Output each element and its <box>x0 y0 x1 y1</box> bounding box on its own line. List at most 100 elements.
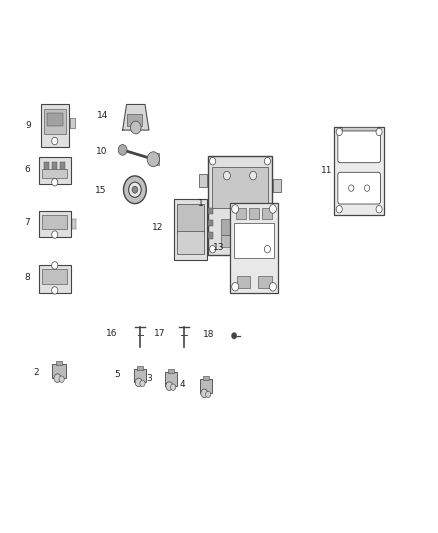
Bar <box>235 235 246 247</box>
Bar <box>342 127 377 133</box>
Bar <box>127 114 142 126</box>
Text: 14: 14 <box>97 111 109 120</box>
FancyBboxPatch shape <box>338 172 381 204</box>
Polygon shape <box>123 104 149 130</box>
Text: 17: 17 <box>154 329 166 337</box>
Circle shape <box>118 144 127 155</box>
Circle shape <box>52 179 58 186</box>
Bar <box>39 265 71 293</box>
Bar <box>137 366 143 370</box>
Circle shape <box>223 172 230 180</box>
Bar <box>165 373 177 386</box>
Circle shape <box>54 374 61 383</box>
Text: 9: 9 <box>26 121 32 130</box>
Text: 1: 1 <box>198 199 204 208</box>
Bar <box>208 156 272 255</box>
Text: 2: 2 <box>34 368 39 376</box>
Bar <box>47 113 63 126</box>
Text: 8: 8 <box>24 273 30 281</box>
Bar <box>42 269 67 284</box>
Circle shape <box>265 245 270 253</box>
Text: 10: 10 <box>96 148 107 156</box>
Bar <box>152 154 159 165</box>
Bar <box>174 199 207 260</box>
Circle shape <box>336 205 343 213</box>
Circle shape <box>201 389 208 398</box>
Circle shape <box>232 205 239 213</box>
Bar <box>39 157 71 184</box>
Circle shape <box>170 384 176 390</box>
Circle shape <box>205 391 211 398</box>
Bar <box>249 208 259 219</box>
Bar <box>221 235 232 247</box>
Bar <box>230 203 278 293</box>
Bar <box>258 277 272 288</box>
Bar <box>44 162 49 172</box>
Bar <box>208 232 212 239</box>
Bar <box>208 220 212 227</box>
Circle shape <box>269 282 276 291</box>
Bar <box>234 223 274 258</box>
Circle shape <box>140 380 145 386</box>
Bar <box>134 369 146 382</box>
Circle shape <box>52 287 58 294</box>
Ellipse shape <box>124 176 146 204</box>
Bar <box>42 215 67 229</box>
Circle shape <box>210 245 216 253</box>
Bar <box>70 118 75 128</box>
Bar <box>42 168 67 178</box>
Bar <box>168 369 174 374</box>
Ellipse shape <box>132 187 138 193</box>
Bar <box>212 167 268 208</box>
Bar <box>199 223 207 237</box>
Circle shape <box>59 376 64 382</box>
Circle shape <box>269 205 276 213</box>
Bar <box>56 361 63 366</box>
Circle shape <box>52 262 58 269</box>
Text: 15: 15 <box>95 186 107 195</box>
Bar <box>60 162 65 172</box>
Circle shape <box>232 333 237 339</box>
Circle shape <box>336 128 343 135</box>
Circle shape <box>250 172 257 180</box>
Circle shape <box>135 378 142 387</box>
Bar <box>40 104 69 147</box>
Text: 18: 18 <box>203 330 215 338</box>
FancyBboxPatch shape <box>338 131 381 163</box>
Text: 3: 3 <box>147 374 152 383</box>
Circle shape <box>376 205 382 213</box>
Bar <box>53 365 66 378</box>
Ellipse shape <box>129 182 141 197</box>
Bar <box>235 219 246 235</box>
Circle shape <box>210 158 216 165</box>
Bar <box>249 235 259 247</box>
Bar <box>177 204 205 232</box>
Bar <box>177 231 205 254</box>
Bar <box>273 179 281 192</box>
Circle shape <box>166 382 173 390</box>
Bar <box>52 162 57 172</box>
Circle shape <box>364 185 370 191</box>
Bar <box>221 219 232 235</box>
Bar <box>237 277 250 288</box>
Bar <box>249 219 259 235</box>
Bar <box>72 219 76 229</box>
Bar <box>334 126 384 214</box>
Text: 13: 13 <box>213 244 224 252</box>
Circle shape <box>147 152 159 167</box>
Bar <box>262 208 272 219</box>
Circle shape <box>52 138 58 145</box>
Bar <box>208 208 212 214</box>
Text: 5: 5 <box>115 370 120 378</box>
Circle shape <box>52 231 58 238</box>
Text: 4: 4 <box>179 381 185 389</box>
Circle shape <box>376 128 382 135</box>
Text: 7: 7 <box>24 219 30 227</box>
Circle shape <box>265 158 270 165</box>
Bar <box>236 208 246 219</box>
Bar <box>39 211 71 237</box>
Circle shape <box>232 282 239 291</box>
Bar <box>44 109 66 134</box>
Text: 16: 16 <box>106 329 117 337</box>
Bar <box>199 174 207 187</box>
